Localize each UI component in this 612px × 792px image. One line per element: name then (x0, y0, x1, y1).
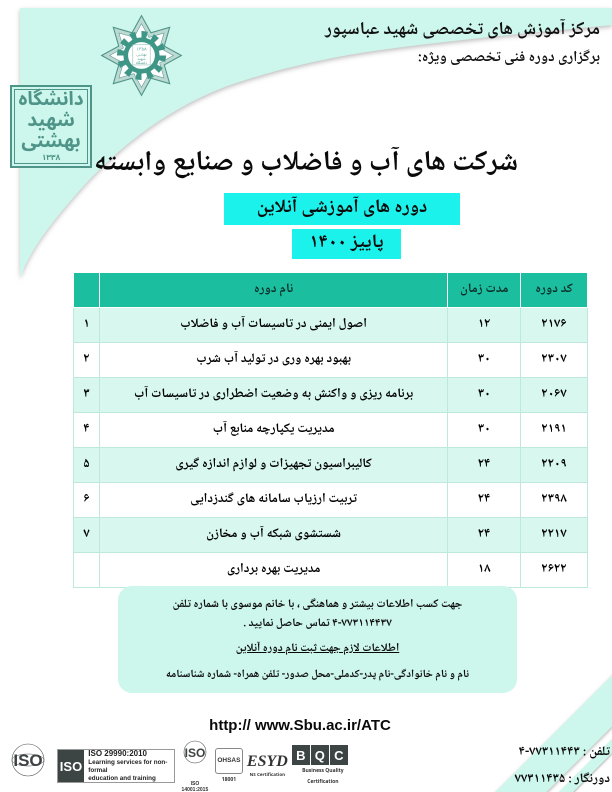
svg-text:ISO: ISO (185, 746, 206, 760)
svg-text:دانشگاه: دانشگاه (136, 59, 147, 67)
svg-text:ISO: ISO (14, 751, 43, 770)
